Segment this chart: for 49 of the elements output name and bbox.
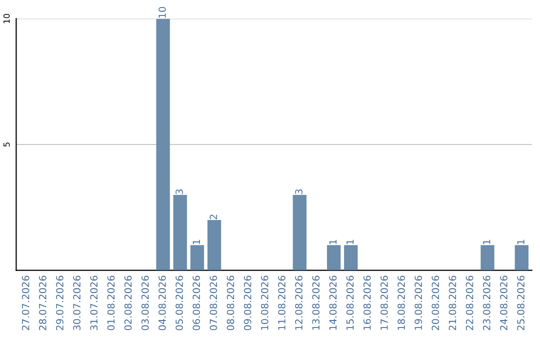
bar (156, 18, 170, 270)
data-label: 3 (176, 189, 183, 194)
x-tick-label: 22.08.2026 (466, 276, 474, 330)
x-tick-label: 13.08.2026 (312, 276, 320, 330)
bar (514, 245, 528, 270)
y-tick-label: 5 (4, 142, 10, 147)
bar (292, 194, 306, 270)
x-tick-label: 24.08.2026 (500, 276, 508, 330)
data-label: 1 (346, 240, 354, 244)
x-tick-label: 23.08.2026 (482, 276, 490, 330)
bar (190, 245, 204, 270)
x-tick-label: 09.08.2026 (244, 276, 252, 330)
x-tick-label: 02.08.2026 (124, 276, 132, 330)
x-tick-label: 11.08.2026 (278, 276, 286, 330)
bar (173, 194, 187, 270)
data-label: 2 (210, 214, 217, 220)
x-tick-label: 10.08.2026 (260, 276, 268, 330)
x-tick-label: 25.08.2026 (517, 276, 524, 330)
data-label: 10 (158, 6, 166, 18)
x-tick-label: 30.07.2026 (73, 276, 80, 330)
data-label: 1 (483, 240, 490, 244)
x-tick-label: 19.08.2026 (414, 276, 422, 330)
x-tick-label: 06.08.2026 (192, 276, 200, 330)
bar (344, 245, 358, 270)
x-tick-label: 01.08.2026 (107, 276, 115, 330)
x-tick-label: 03.08.2026 (141, 276, 149, 330)
bar (207, 220, 222, 270)
x-tick-label: 14.08.2026 (329, 276, 337, 330)
data-label: 3 (295, 189, 302, 194)
x-tick-label: 21.08.2026 (448, 276, 456, 330)
x-tick-label: 16.08.2026 (363, 276, 371, 330)
data-label: 1 (329, 240, 336, 244)
x-tick-label: 20.08.2026 (432, 276, 440, 330)
x-tick-label: 31.07.2026 (90, 276, 98, 330)
x-tick-label: 07.08.2026 (210, 276, 218, 330)
x-tick-label: 28.07.2026 (38, 276, 46, 330)
bar (480, 245, 494, 270)
x-tick-label: 05.08.2026 (176, 276, 183, 330)
x-tick-label: 18.08.2026 (398, 276, 405, 330)
bar (326, 245, 341, 270)
x-tick-label: 29.07.2026 (56, 276, 64, 330)
x-tick-label: 12.08.2026 (295, 276, 302, 330)
data-label: 1 (517, 240, 524, 244)
data-label: 1 (192, 240, 200, 244)
x-tick-label: 17.08.2026 (380, 276, 388, 330)
x-tick-label: 08.08.2026 (226, 276, 234, 330)
x-tick-label: 04.08.2026 (158, 276, 166, 330)
x-tick-label: 27.07.2026 (22, 276, 30, 330)
x-tick-label: 15.08.2026 (346, 276, 354, 330)
